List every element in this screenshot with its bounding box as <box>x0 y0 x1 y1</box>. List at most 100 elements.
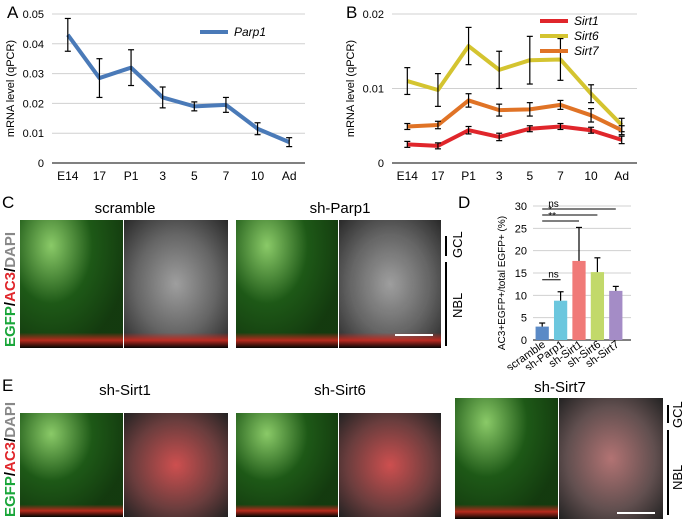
chart-d-significance-label: ns <box>548 199 559 210</box>
micrograph-sh-sirt1-ac3 <box>123 413 228 517</box>
stain-ac3-e: AC3 <box>2 441 19 472</box>
chart-a-ytick-label: 0.02 <box>23 98 44 110</box>
gcl-bracket-c <box>445 236 447 256</box>
micrograph-scramble-merge <box>20 220 124 348</box>
micrograph-sh-sirt6-merge <box>236 413 339 517</box>
chart-b-ylabel: mRNA level (qPCR) <box>345 40 357 137</box>
chart-b-xtick-label: 3 <box>496 169 503 183</box>
chart-a: 0 0.01 0.02 0.03 0.04 0.05 E14 17 P1 3 5 7 10 Ad mRNA … <box>5 9 305 183</box>
layer-label-nbl-e: NBL <box>670 464 685 490</box>
stain-sep-1-e: / <box>2 471 19 477</box>
micrograph-sh-sirt7-ac3 <box>558 398 663 519</box>
chart-b-xtick-label: 7 <box>557 169 564 183</box>
chart-a-xtick-label: 5 <box>191 169 198 183</box>
chart-b-xtick-label: 10 <box>584 169 598 183</box>
chart-d-ytick-label: 10 <box>515 290 527 302</box>
micro-title-scramble: scramble <box>94 200 156 217</box>
panel-letter-c: C <box>2 193 15 212</box>
chart-b-xtick-label: P1 <box>461 169 476 183</box>
chart-a-ytick-label: 0 <box>38 158 44 170</box>
stain-label-e: EGFP/AC3/DAPI <box>2 402 19 517</box>
nbl-bracket-e <box>667 430 669 515</box>
layer-label-gcl-e: GCL <box>670 401 685 428</box>
chart-b: 0 0.01 0.02 E14 17 P1 3 5 7 10 Ad mRNA level (qPCR)… <box>345 9 637 183</box>
stain-sep-1: / <box>2 301 19 307</box>
chart-a-ytick-label: 0.03 <box>23 69 44 81</box>
chart-b-legend-label: Sirt6 <box>574 29 599 43</box>
layer-label-gcl-c: GCL <box>450 231 465 258</box>
panel-letter-e: E <box>2 376 14 395</box>
chart-b-series-line <box>407 124 623 148</box>
chart-b-xtick-label: Ad <box>614 169 629 183</box>
chart-b-xtick-label: E14 <box>397 169 419 183</box>
stain-dapi-e: DAPI <box>2 401 19 438</box>
micrograph-sh-sirt1 <box>20 413 228 517</box>
stain-sep-2-e: / <box>2 437 19 442</box>
chart-d-significance-label: ** <box>548 211 556 222</box>
micrograph-sh-sirt6 <box>236 413 441 517</box>
chart-d-bar <box>553 300 568 340</box>
chart-b-xtick-label: 5 <box>526 169 533 183</box>
chart-b-series-line <box>406 44 624 127</box>
chart-d-bar <box>572 260 586 340</box>
chart-a-xtick-label: 10 <box>251 169 265 183</box>
chart-d-bar <box>609 290 623 340</box>
micro-title-sh-sirt7: sh-Sirt7 <box>534 379 586 396</box>
stain-egfp-e: EGFP <box>2 476 19 517</box>
chart-a-series-line <box>66 33 290 144</box>
chart-b-xtick-label: 17 <box>431 169 445 183</box>
chart-a-xtick-label: E14 <box>57 169 79 183</box>
micrograph-sh-sirt1-merge <box>20 413 124 517</box>
micro-title-sh-parp1: sh-Parp1 <box>309 200 371 217</box>
chart-b-ytick-label: 0.01 <box>363 84 384 96</box>
chart-a-xtick-label: 17 <box>93 169 107 183</box>
chart-a-ytick-label: 0.04 <box>23 39 44 51</box>
chart-d-ytick-label: 5 <box>521 313 527 325</box>
chart-b-ytick-label: 0 <box>378 158 384 170</box>
stain-label-c: EGFP/AC3/DAPI <box>2 232 19 347</box>
chart-a-xtick-label: Ad <box>282 169 297 183</box>
scale-bar <box>395 334 433 336</box>
panel-letter-a: A <box>7 3 19 22</box>
chart-d-bar <box>535 326 549 340</box>
micrograph-sh-sirt7-merge <box>455 398 559 519</box>
micrograph-sh-parp1-merge <box>236 220 339 348</box>
chart-b-legend-label: Sirt1 <box>574 14 599 28</box>
chart-d-bar <box>590 272 605 340</box>
chart-a-ylabel: mRNA level (qPCR) <box>5 40 17 137</box>
micrograph-sh-sirt7 <box>455 398 663 519</box>
micro-title-sh-sirt6: sh-Sirt6 <box>314 382 366 399</box>
chart-d-ytick-label: 25 <box>515 223 527 235</box>
chart-b-ytick-label: 0.02 <box>363 9 384 21</box>
chart-d-significance-label: ns <box>548 270 559 281</box>
scale-bar-e <box>617 512 655 514</box>
layer-label-nbl-c: NBL <box>450 292 465 318</box>
chart-b-legend-label: Sirt7 <box>574 44 600 58</box>
stain-dapi: DAPI <box>2 231 19 268</box>
chart-d-ytick-label: 20 <box>515 246 527 258</box>
micrograph-sh-parp1 <box>236 220 441 348</box>
chart-d-ytick-label: 15 <box>515 268 527 280</box>
chart-a-ytick-label: 0.01 <box>23 128 44 140</box>
stain-sep-2: / <box>2 267 19 272</box>
chart-d-ylabel: AC3+EGFP+/total EGFP+ (%) <box>497 216 508 350</box>
micro-title-sh-sirt1: sh-Sirt1 <box>99 382 151 399</box>
chart-b-series-line <box>407 98 623 133</box>
panel-letter-d: D <box>458 193 471 212</box>
chart-a-xtick-label: P1 <box>124 169 139 183</box>
chart-d-ytick-label: 30 <box>515 201 527 213</box>
gcl-bracket-e <box>667 405 669 423</box>
chart-a-ytick-label: 0.05 <box>23 9 44 21</box>
micrograph-sh-sirt6-ac3 <box>337 413 441 517</box>
nbl-bracket-c <box>445 262 447 346</box>
stain-ac3: AC3 <box>2 271 19 302</box>
micrograph-sh-parp1-dapi <box>337 220 441 348</box>
micrograph-scramble <box>20 220 228 348</box>
chart-a-xtick-label: 7 <box>223 169 230 183</box>
stain-egfp: EGFP <box>2 306 19 347</box>
chart-d-ytick-label: 0 <box>521 335 527 347</box>
chart-d-significance-label: * <box>548 205 552 216</box>
chart-a-legend-label: Parp1 <box>234 25 266 39</box>
micrograph-scramble-dapi <box>123 220 228 348</box>
